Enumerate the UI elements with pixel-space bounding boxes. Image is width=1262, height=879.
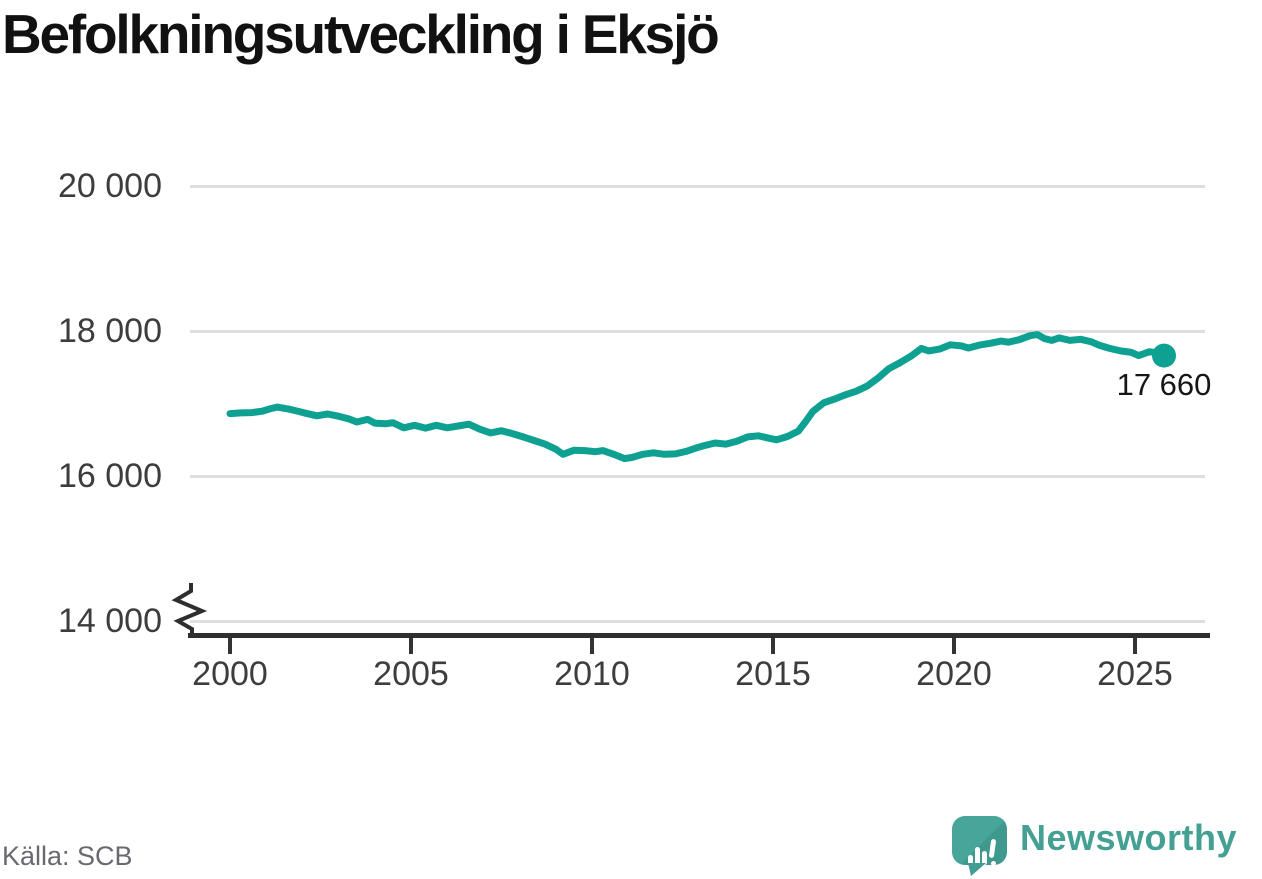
gridline-20000 — [190, 185, 1205, 188]
x-axis-tick-label: 2000 — [192, 655, 268, 693]
exclamation-dot-icon — [991, 861, 996, 866]
x-axis-line — [188, 633, 1210, 638]
y-axis-tick-label: 20 000 — [58, 167, 162, 205]
end-value-label: 17 660 — [1116, 367, 1212, 402]
newsworthy-wordmark: Newsworthy — [1020, 817, 1238, 858]
x-axis-tick — [590, 638, 594, 654]
gridline-18000 — [190, 330, 1205, 333]
exclamation-icon — [988, 838, 997, 859]
population-line — [226, 331, 1168, 463]
x-axis-tick — [952, 638, 956, 654]
x-axis-tick — [1133, 638, 1137, 654]
y-axis-tick-label: 18 000 — [58, 312, 162, 350]
newsworthy-logo: Newsworthy — [946, 806, 1262, 876]
y-axis-tick-label: 14 000 — [58, 602, 162, 640]
x-axis-tick-label: 2020 — [916, 655, 992, 693]
axis-break-icon — [171, 583, 208, 636]
x-axis-tick — [409, 638, 413, 654]
bar-chart-icon — [968, 855, 973, 865]
newsworthy-logo-icon — [952, 816, 1007, 866]
x-axis-tick-label: 2015 — [735, 655, 811, 693]
x-axis-tick-label: 2025 — [1097, 655, 1173, 693]
line-end-dot — [1152, 343, 1176, 368]
x-axis-tick-label: 2005 — [373, 655, 449, 693]
y-axis-tick-label: 16 000 — [58, 457, 162, 495]
gridline-14000 — [190, 620, 1205, 623]
bar-chart-icon — [982, 851, 987, 865]
source-label: Källa: SCB — [2, 841, 133, 871]
x-axis-tick — [228, 638, 232, 654]
chart-title: Befolkningsutveckling i Eksjö — [2, 3, 720, 65]
x-axis-tick-label: 2010 — [554, 655, 630, 693]
gridline-16000 — [190, 475, 1205, 478]
bar-chart-icon — [975, 847, 980, 865]
x-axis-tick — [771, 638, 775, 654]
speech-bubble-tail-icon — [968, 863, 986, 876]
